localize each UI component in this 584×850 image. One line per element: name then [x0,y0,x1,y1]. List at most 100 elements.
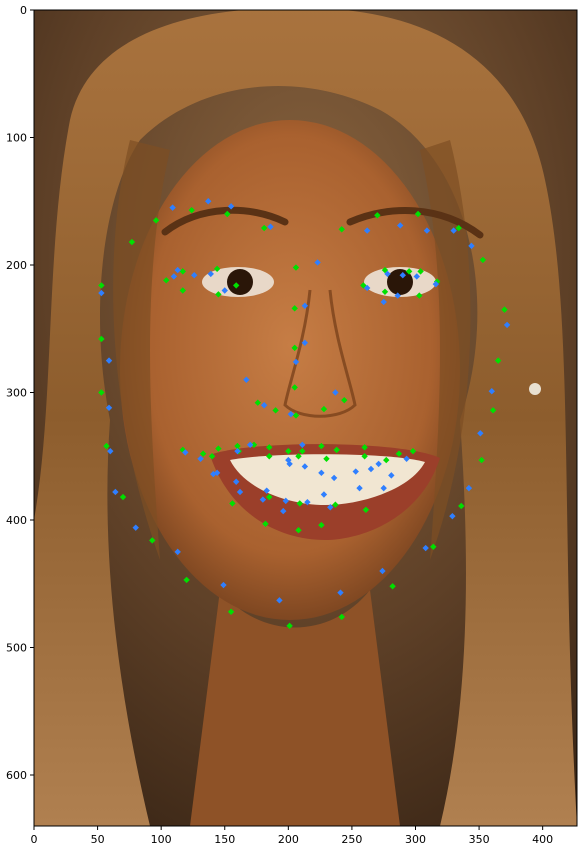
x-tick-label: 250 [341,833,362,846]
landmark-point [405,268,413,275]
eyebrow-right [346,207,484,239]
landmark-point [183,576,190,584]
landmark-point [468,242,475,250]
landmark-point [379,567,386,575]
landmark-point [389,583,396,590]
landmark-point [98,389,105,396]
landmark-point [287,410,295,418]
landmark-point [188,206,195,214]
landmark-point [375,460,382,468]
landmark-point [282,497,289,505]
landmark-point [174,266,181,274]
landmark-point [291,384,298,391]
landmark-point [478,456,485,464]
landmark-point [450,227,457,234]
landmark-point [260,224,268,232]
landmark-point [246,441,254,448]
landmark-point [179,287,186,294]
landmark-point [286,622,293,630]
landmark-point [361,444,368,451]
landmark-point [152,217,160,224]
y-tick-label: 400 [6,514,27,527]
landmark-point [399,272,406,279]
landmark-points [98,198,511,630]
x-axis: 0 50 100 150 200 250 300 350 400 [31,826,553,846]
landmark-point [479,256,487,264]
landmark-point [98,282,105,289]
landmark-point [267,223,274,230]
landmark-point [477,430,484,437]
landmark-point [363,284,371,292]
landmark-point [182,449,189,456]
landmark-point [384,270,391,278]
landmark-point [112,488,119,496]
landmark-point [259,496,267,503]
landmark-point [234,442,241,450]
landmark-point [338,613,345,621]
landmark-point [465,484,473,492]
landmark-point [292,412,300,419]
landmark-point [285,456,292,464]
landmark-point [501,306,508,313]
x-tick-label: 350 [469,833,490,846]
landmark-point [266,453,273,460]
landmark-point [380,484,387,492]
landmark-point [330,474,338,482]
landmark-point [374,212,381,219]
landmark-point [352,468,359,475]
landmark-point [232,478,240,485]
landmark-point [280,507,287,515]
landmark-point [262,520,269,528]
landmark-point [320,491,328,498]
landmark-point [132,524,139,531]
face [120,120,460,620]
portrait-photo [34,10,577,826]
landmark-point [227,203,235,210]
landmark-point [356,484,363,492]
landmark-point [224,210,231,218]
landmark-point [170,273,178,280]
landmark-point [119,493,127,501]
landmark-point [197,455,204,462]
landmark-point [205,198,212,205]
landmark-point [243,376,250,383]
landmark-point [403,455,410,462]
hair-strand-right [420,140,471,560]
landmark-point [423,227,431,234]
landmark-point [285,447,292,455]
landmark-point [304,498,311,506]
landmark-point [207,270,214,278]
landmark-point [338,226,345,233]
landmark-point [232,282,240,289]
landmark-point [333,446,340,454]
landmark-point [413,273,420,280]
hair-strand-left [113,140,170,560]
landmark-point [276,597,283,604]
nose [283,289,357,418]
landmark-point [388,472,395,479]
landmark-point [416,292,423,299]
landmark-point [318,442,325,450]
landmark-point [215,445,222,452]
landmark-point [208,453,216,460]
x-tick-label: 300 [405,833,426,846]
landmark-point [215,291,222,298]
y-axis: 0 100 200 300 400 500 600 [6,4,34,782]
landmark-point [149,537,156,544]
landmark-point [266,444,273,451]
landmark-point [263,487,270,494]
landmark-point [213,469,221,477]
landmark-point [292,264,300,271]
landmark-point [299,447,306,455]
x-tick-label: 200 [278,833,299,846]
y-tick-label: 600 [6,769,27,782]
landmark-point [449,512,456,520]
axes-frame [33,9,578,827]
x-tick-label: 50 [91,833,105,846]
landmark-point [299,441,306,448]
x-tick-label: 0 [31,833,38,846]
landmark-point [254,399,262,406]
landmark-point [383,456,390,464]
landmark-point [361,453,368,460]
